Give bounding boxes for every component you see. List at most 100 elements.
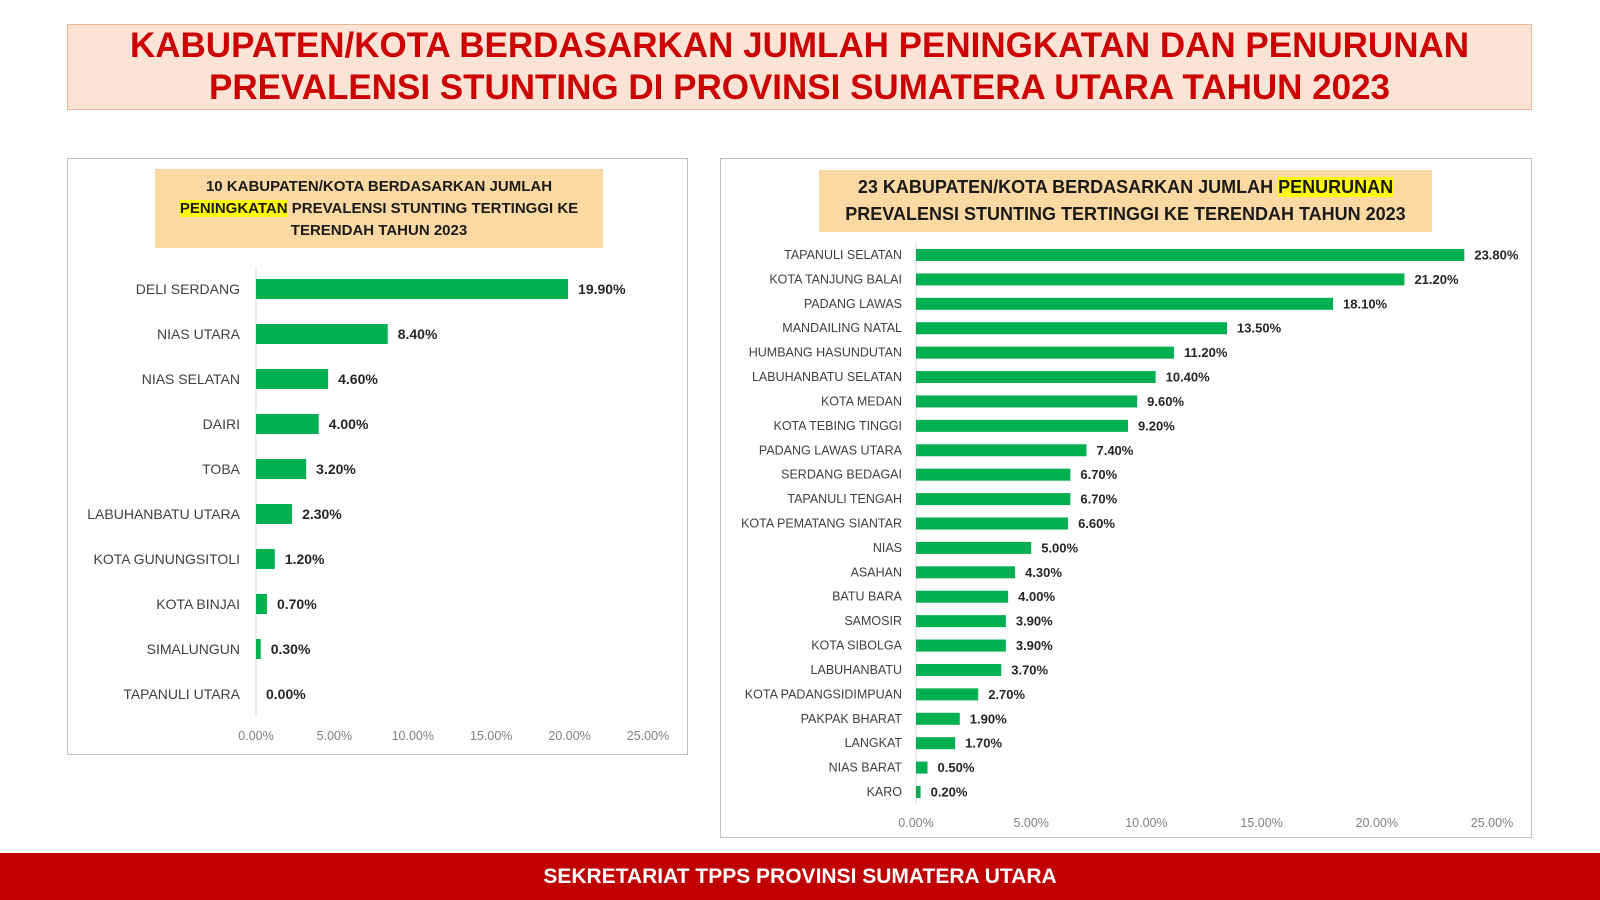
category-label: PADANG LAWAS UTARA bbox=[759, 443, 903, 457]
data-label: 1.20% bbox=[285, 551, 325, 567]
category-label: KOTA TANJUNG BALAI bbox=[769, 272, 902, 286]
bar bbox=[916, 663, 1002, 676]
category-label: PADANG LAWAS bbox=[804, 297, 902, 311]
decrease-bar-chart: TAPANULI SELATAN 23.80% KOTA TANJUNG BALAI… bbox=[741, 242, 1519, 830]
bar bbox=[256, 549, 275, 569]
x-tick-label: 20.00% bbox=[1356, 816, 1398, 830]
bar bbox=[916, 444, 1087, 457]
data-label: 3.20% bbox=[316, 461, 356, 477]
data-label: 0.20% bbox=[931, 785, 968, 800]
data-label: 3.90% bbox=[1016, 638, 1053, 653]
page-title-line-2: PREVALENSI STUNTING DI PROVINSI SUMATERA… bbox=[208, 68, 1391, 107]
x-tick-label: 15.00% bbox=[470, 729, 512, 743]
data-label: 6.60% bbox=[1078, 516, 1115, 531]
data-label: 5.00% bbox=[1041, 540, 1078, 555]
x-tick-label: 10.00% bbox=[1125, 816, 1167, 830]
bar bbox=[916, 712, 960, 725]
data-label: 4.60% bbox=[338, 371, 378, 387]
bar bbox=[916, 493, 1071, 506]
x-tick-label: 0.00% bbox=[898, 816, 933, 830]
bar bbox=[916, 761, 928, 774]
data-label: 3.70% bbox=[1011, 662, 1048, 677]
category-label: KOTA PADANGSIDIMPUAN bbox=[745, 687, 902, 701]
bar bbox=[256, 594, 267, 614]
bar bbox=[916, 297, 1334, 310]
data-label: 0.50% bbox=[938, 760, 975, 775]
bar bbox=[256, 279, 569, 299]
category-label: NIAS bbox=[873, 541, 902, 555]
category-label: BATU BARA bbox=[832, 590, 903, 604]
data-label: 0.00% bbox=[266, 686, 306, 702]
category-label: KOTA PEMATANG SIANTAR bbox=[741, 517, 902, 531]
category-label: LABUHANBATU UTARA bbox=[87, 506, 240, 522]
data-label: 3.90% bbox=[1016, 614, 1053, 629]
bar bbox=[916, 566, 1016, 579]
decrease-chart-panel: TAPANULI SELATAN 23.80% KOTA TANJUNG BALAI… bbox=[720, 158, 1532, 838]
bar bbox=[916, 615, 1006, 628]
chart-title-before: 23 KABUPATEN/KOTA BERDASARKAN JUMLAH bbox=[857, 177, 1279, 197]
bar bbox=[916, 786, 921, 798]
category-label: KOTA TEBING TINGGI bbox=[774, 419, 903, 433]
bar bbox=[916, 419, 1128, 432]
page-title-box: KABUPATEN/KOTA BERDASARKAN JUMLAH PENING… bbox=[67, 24, 1532, 110]
x-tick-label: 25.00% bbox=[627, 729, 669, 743]
bar bbox=[916, 590, 1009, 603]
x-tick-label: 20.00% bbox=[548, 729, 590, 743]
category-label: LABUHANBATU bbox=[811, 663, 902, 677]
bar bbox=[256, 369, 329, 389]
bar bbox=[256, 414, 319, 434]
x-tick-label: 5.00% bbox=[317, 729, 352, 743]
increase-chart-title: 10 KABUPATEN/KOTA BERDASARKAN JUMLAH PEN… bbox=[155, 169, 603, 248]
category-label: NIAS UTARA bbox=[157, 326, 241, 342]
bar bbox=[916, 541, 1032, 554]
chart-title-highlight: PENINGKATAN bbox=[179, 199, 288, 217]
footer-text: SEKRETARIAT TPPS PROVINSI SUMATERA UTARA bbox=[543, 864, 1057, 888]
x-tick-label: 10.00% bbox=[392, 729, 434, 743]
data-label: 21.20% bbox=[1414, 272, 1459, 287]
footer-bar: SEKRETARIAT TPPS PROVINSI SUMATERA UTARA bbox=[0, 853, 1600, 900]
category-label: SIMALUNGUN bbox=[147, 641, 240, 657]
category-label: DELI SERDANG bbox=[136, 281, 240, 297]
bar bbox=[916, 273, 1405, 286]
chart-title-after: PREVALENSI STUNTING TERTINGGI KE TERENDA… bbox=[845, 204, 1406, 224]
category-label: PAKPAK BHARAT bbox=[801, 712, 903, 726]
bar bbox=[916, 468, 1071, 481]
category-label: TAPANULI TENGAH bbox=[787, 492, 902, 506]
data-label: 10.40% bbox=[1166, 370, 1211, 385]
decrease-chart-title: 23 KABUPATEN/KOTA BERDASARKAN JUMLAH PEN… bbox=[819, 170, 1432, 232]
chart-title-highlight: PENURUNAN bbox=[1278, 177, 1394, 197]
bar bbox=[916, 395, 1138, 408]
category-label: SERDANG BEDAGAI bbox=[781, 468, 902, 482]
increase-chart-panel: DELI SERDANG 19.90% NIAS UTARA 8.40% NIAS SE… bbox=[67, 158, 688, 755]
x-tick-label: 0.00% bbox=[238, 729, 273, 743]
data-label: 11.20% bbox=[1184, 345, 1228, 360]
data-label: 0.30% bbox=[271, 641, 311, 657]
category-label: NIAS SELATAN bbox=[142, 371, 240, 387]
bar bbox=[256, 459, 307, 479]
x-tick-label: 25.00% bbox=[1471, 816, 1513, 830]
category-label: TAPANULI SELATAN bbox=[784, 248, 902, 262]
category-label: HUMBANG HASUNDUTAN bbox=[749, 346, 902, 360]
bar bbox=[916, 371, 1156, 384]
data-label: 1.70% bbox=[965, 736, 1002, 751]
bar bbox=[256, 324, 388, 344]
data-label: 2.70% bbox=[988, 687, 1025, 702]
bar bbox=[916, 346, 1175, 359]
data-label: 4.30% bbox=[1025, 565, 1062, 580]
data-label: 4.00% bbox=[1018, 589, 1055, 604]
data-label: 1.90% bbox=[970, 711, 1007, 726]
x-tick-label: 5.00% bbox=[1013, 816, 1048, 830]
data-label: 18.10% bbox=[1343, 296, 1388, 311]
category-label: TOBA bbox=[202, 461, 241, 477]
increase-chart-title-text: 10 KABUPATEN/KOTA BERDASARKAN JUMLAH PEN… bbox=[163, 176, 595, 242]
data-label: 6.70% bbox=[1080, 467, 1117, 482]
data-label: 4.00% bbox=[329, 416, 369, 432]
bar bbox=[916, 639, 1006, 652]
category-label: SAMOSIR bbox=[844, 614, 902, 628]
bar bbox=[916, 322, 1228, 335]
data-label: 7.40% bbox=[1096, 443, 1133, 458]
data-label: 6.70% bbox=[1080, 492, 1117, 507]
x-tick-label: 15.00% bbox=[1240, 816, 1282, 830]
increase-bar-chart: DELI SERDANG 19.90% NIAS UTARA 8.40% NIAS SE… bbox=[87, 266, 669, 743]
category-label: KOTA SIBOLGA bbox=[811, 639, 902, 653]
